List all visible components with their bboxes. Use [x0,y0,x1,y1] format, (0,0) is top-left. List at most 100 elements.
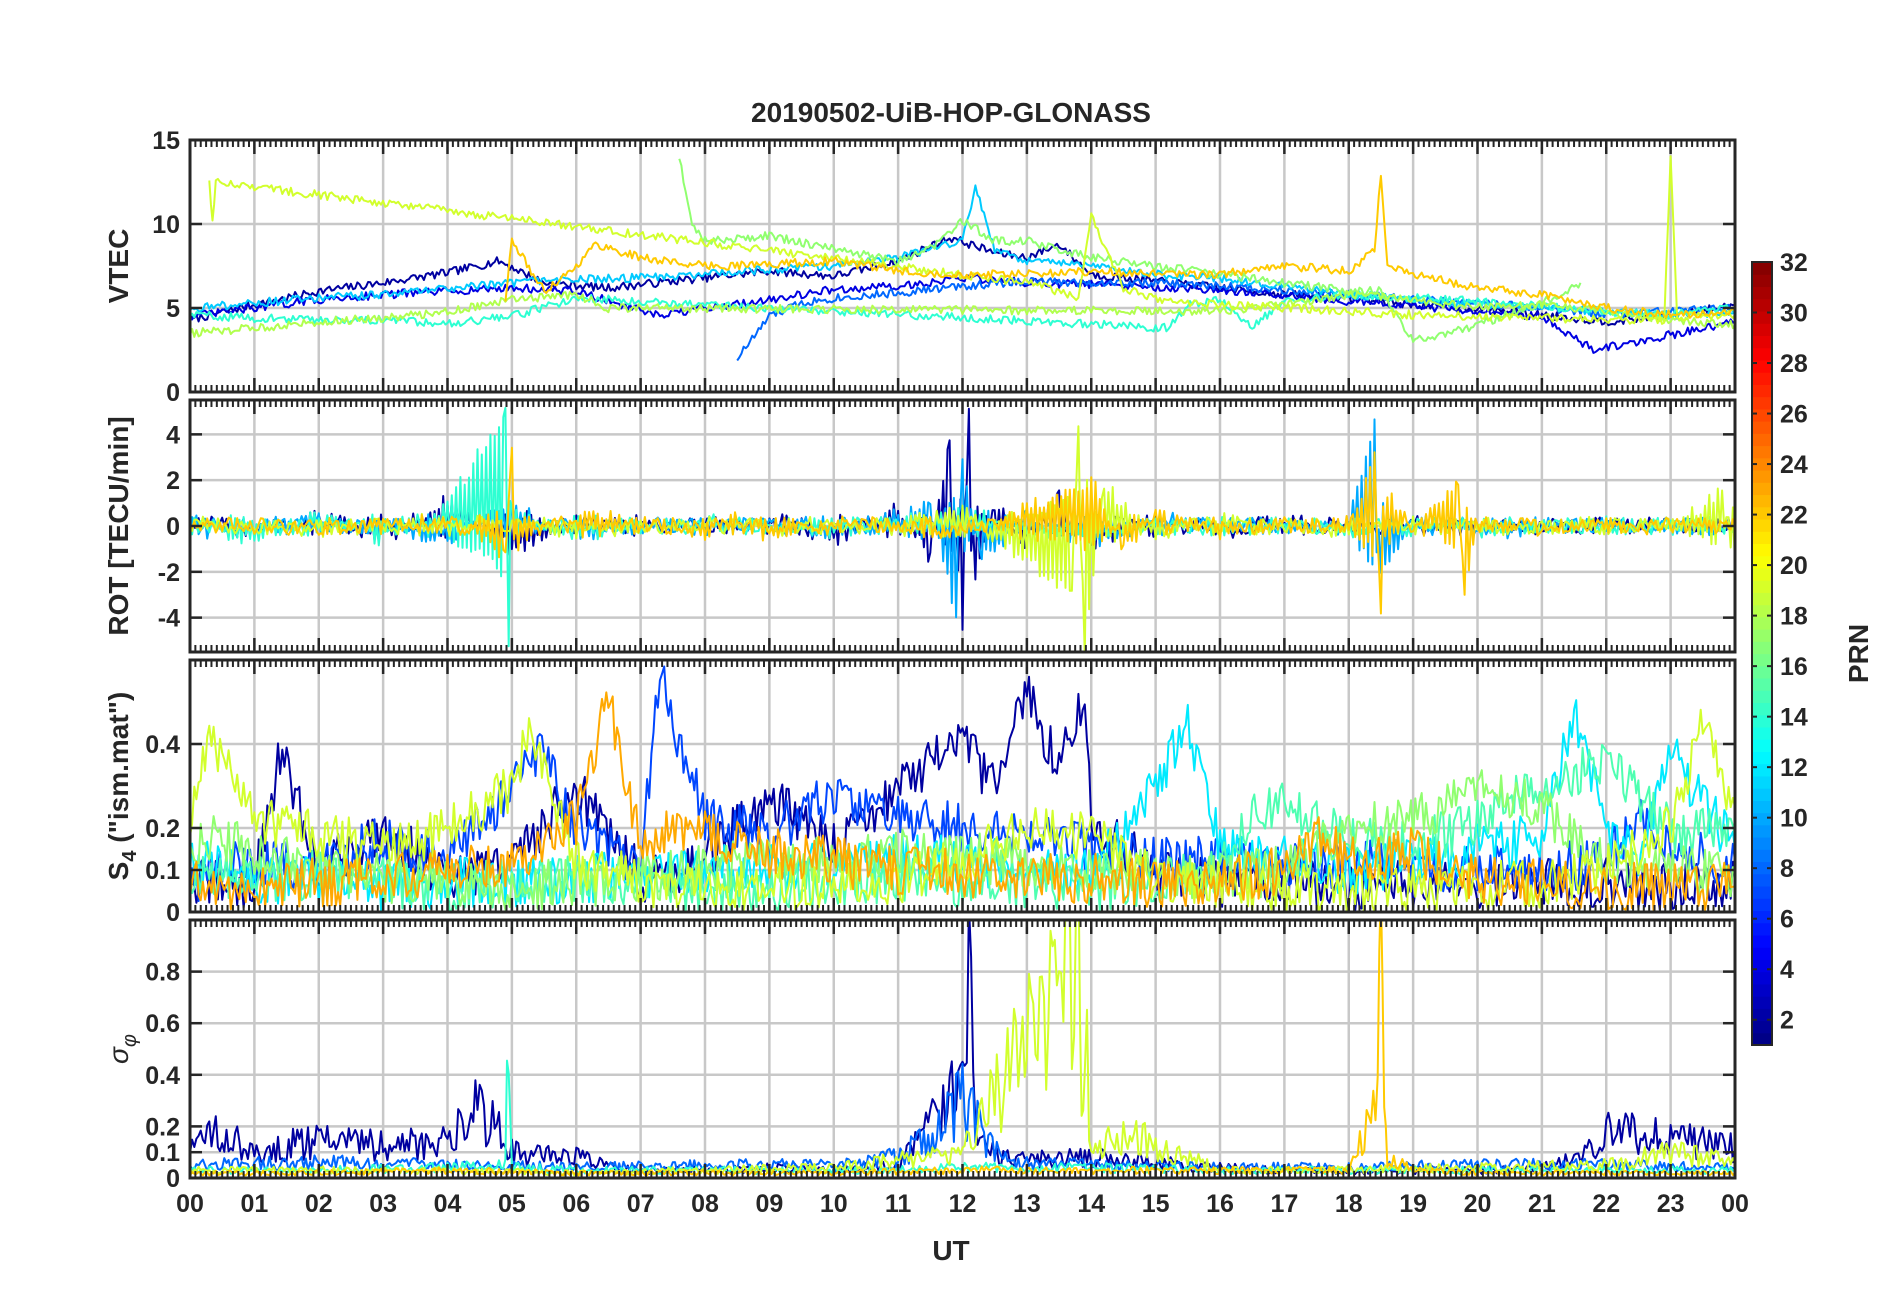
colorbar-segment [1752,971,1772,985]
colorbar-segment [1752,677,1772,691]
colorbar-segment [1752,996,1772,1009]
x-tick-label: 11 [885,1190,912,1218]
colorbar-segment [1752,445,1772,459]
y-axis-label: σφ [103,1034,141,1064]
x-tick-label: 00 [1721,1190,1749,1218]
colorbar-segment [1752,298,1772,312]
colorbar-segment [1752,1020,1772,1034]
colorbar-segment [1752,702,1772,716]
colorbar-segment [1752,433,1772,447]
colorbar-segment [1752,555,1772,569]
x-tick-label: 09 [755,1190,783,1218]
x-tick-label: 00 [176,1190,204,1218]
colorbar-segment [1752,262,1772,275]
series-line-prn-19 [208,155,1735,325]
series-line-prn-2 [190,235,1735,327]
colorbar-segment [1752,947,1772,960]
x-tick-label: 05 [498,1190,526,1218]
colorbar-frame [1751,261,1773,1046]
x-tick-label: 22 [1592,1190,1620,1218]
colorbar-tick-label: 22 [1780,502,1808,530]
colorbar-segment [1752,629,1772,642]
x-tick-label: 20 [1464,1190,1492,1218]
colorbar-segment [1752,323,1772,337]
colorbar-segment [1752,641,1772,655]
panel-s4: 0 0.1 0.2 0.4S4 ("ism.mat") [103,658,1737,927]
x-tick-label: 23 [1657,1190,1685,1218]
x-tick-label: 14 [1077,1190,1105,1218]
colorbar-segment [1752,837,1772,850]
x-tick-label: 07 [627,1190,655,1218]
colorbar-segment [1752,372,1772,385]
x-tick-label: 03 [369,1190,397,1218]
colorbar-segment [1752,543,1772,557]
y-axis-label: S4 ("ism.mat") [103,692,141,881]
series-line-prn-18 [190,289,1735,338]
colorbar-segment [1752,421,1772,434]
colorbar-segment [1752,567,1772,581]
colorbar-segment [1752,604,1772,618]
x-tick-label: 19 [1399,1190,1427,1218]
series-line-prn-8 [190,1062,1735,1174]
series-line-prn-19 [190,425,1735,652]
colorbar-tick-label: 8 [1780,855,1794,883]
colorbar-segment [1752,775,1772,789]
colorbar-segment [1752,739,1772,752]
colorbar-segment [1752,726,1772,740]
x-tick-label: 13 [1013,1190,1041,1218]
colorbar-segment [1752,824,1772,838]
y-tick-label: 5 [166,295,180,323]
colorbar-tick-label: 26 [1780,401,1808,429]
colorbar-segment [1752,335,1772,349]
colorbar-segment [1752,457,1772,471]
chart-title: 20190502-UiB-HOP-GLONASS [751,97,1151,128]
colorbar-tick-label: 18 [1780,603,1808,631]
colorbar-segment [1752,396,1772,410]
x-tick-label: 08 [691,1190,719,1218]
colorbar-segment [1752,665,1772,679]
series-line-prn-22 [504,174,1735,319]
colorbar-segment [1752,1032,1772,1046]
colorbar-tick-label: 4 [1780,956,1794,984]
colorbar-segment [1752,359,1772,373]
x-tick-label: 18 [1335,1190,1363,1218]
panel-sigma_phi: 00.10.2 0.4 0.6 0.8 σφ [103,918,1737,1193]
colorbar-segment [1752,310,1772,324]
series-line-prn-22 [190,446,1735,615]
colorbar-segment [1752,763,1772,777]
x-tick-label: 04 [434,1190,462,1218]
colorbar-tick-label: 20 [1780,552,1808,580]
colorbar-segment [1752,506,1772,520]
colorbar-label: PRN [1843,624,1874,683]
colorbar-tick-label: 28 [1780,350,1808,378]
colorbar-segment [1752,873,1772,887]
series-line-prn-14 [190,290,1735,333]
y-tick-label: 0.8 [145,959,180,987]
colorbar-segment [1752,580,1772,593]
y-tick-label: 4 [166,421,180,449]
colorbar-segment [1752,274,1772,288]
colorbar-segment [1752,849,1772,863]
colorbar-segment [1752,714,1772,728]
x-tick-label: 01 [240,1190,268,1218]
y-tick-label: 0.4 [145,1062,180,1090]
colorbar-segment [1752,531,1772,544]
y-tick-label: 0.4 [145,731,180,759]
colorbar-tick-label: 10 [1780,805,1808,833]
colorbar-segment [1752,800,1772,814]
colorbar-segment [1752,885,1772,899]
panel-vtec: 0 5 10 15 VTEC [103,127,1737,407]
x-tick-label: 06 [562,1190,590,1218]
colorbar-segment [1752,751,1772,765]
colorbar-segment [1752,347,1772,361]
colorbar-segment [1752,653,1772,667]
y-tick-label: 0.2 [145,815,180,843]
y-tick-label: -2 [158,559,180,587]
series-group [190,155,1735,362]
colorbar-segment [1752,922,1772,936]
colorbar-tick-label: 24 [1780,451,1808,479]
x-tick-label: 21 [1528,1190,1556,1218]
